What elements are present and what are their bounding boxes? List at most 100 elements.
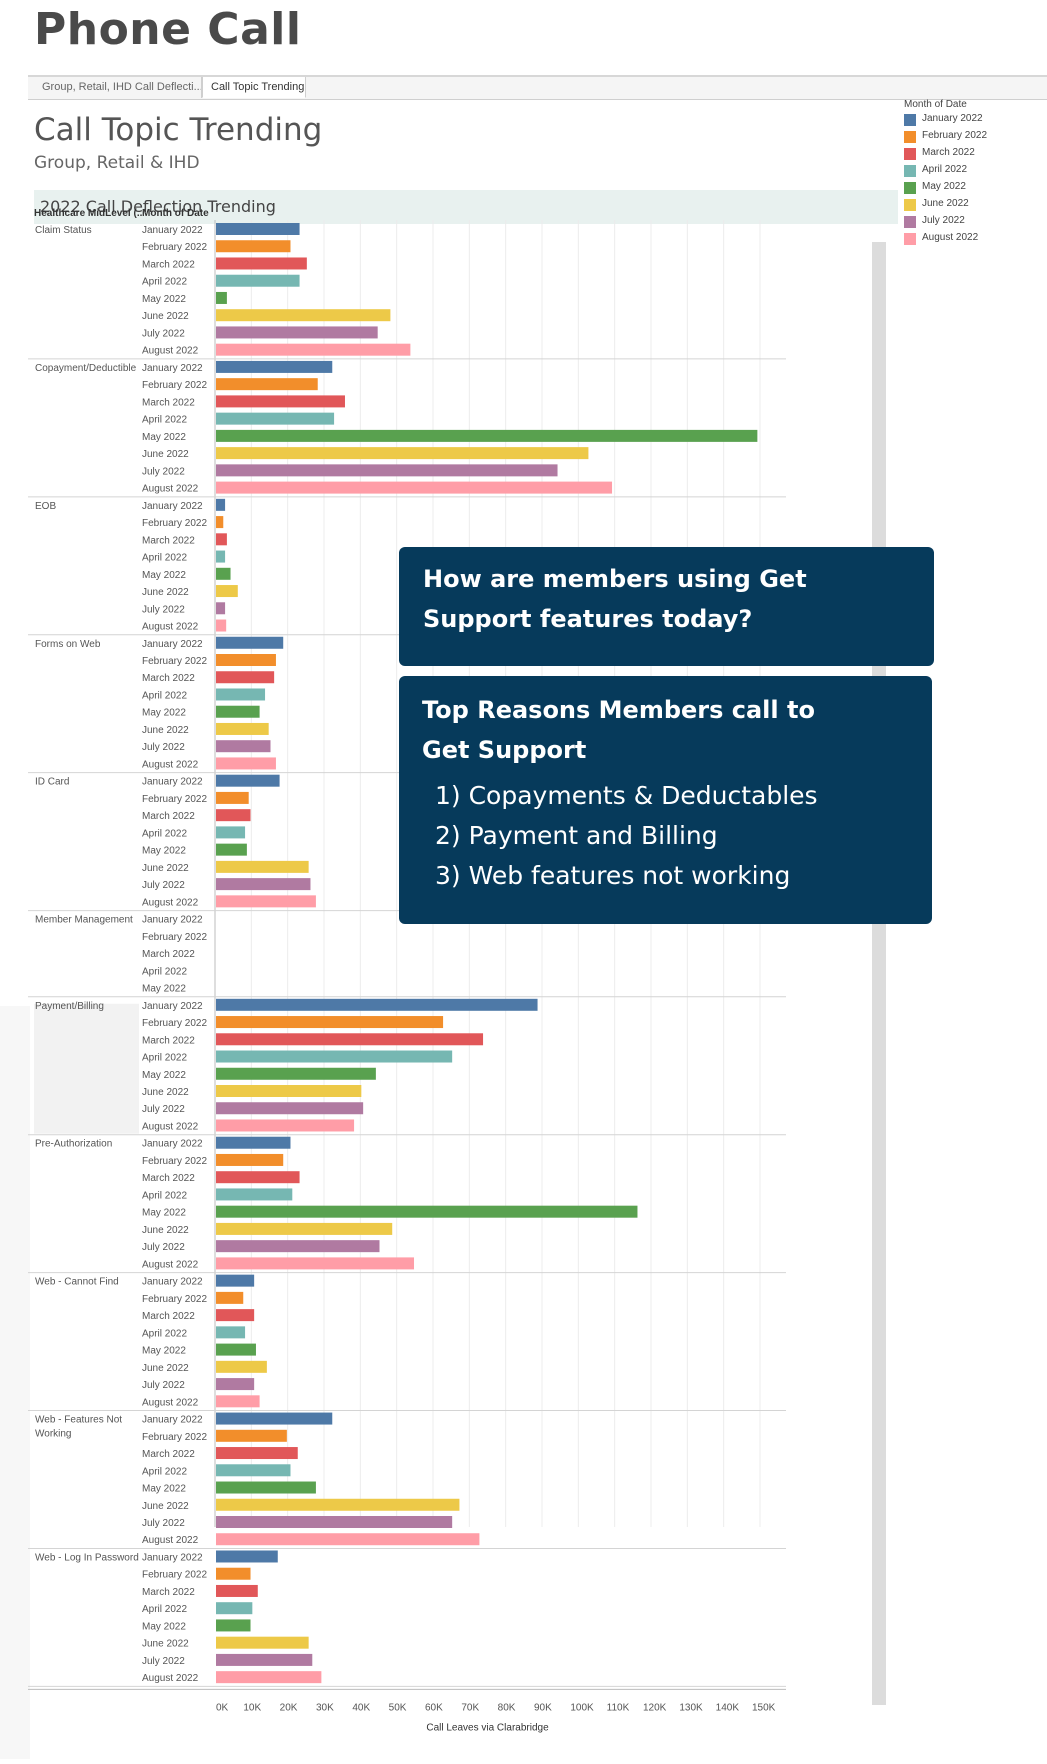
bar [216, 1412, 333, 1425]
month-label: January 2022 [142, 501, 203, 512]
month-label: May 2022 [142, 1484, 186, 1495]
month-label: June 2022 [142, 311, 189, 322]
bar [216, 447, 589, 460]
month-label: June 2022 [142, 587, 189, 598]
bar [216, 1550, 278, 1563]
bar [216, 1619, 251, 1632]
bar [216, 240, 291, 253]
month-label: April 2022 [142, 828, 187, 839]
x-tick-label: 130K [679, 1702, 703, 1713]
x-tick-label: 140K [716, 1702, 740, 1713]
month-label: January 2022 [142, 1277, 203, 1288]
month-label: May 2022 [142, 984, 186, 995]
bar [216, 602, 226, 615]
dashboard-frame: Group, Retail, IHD Call Deflecti... Call… [28, 75, 1047, 1759]
bar [216, 1429, 287, 1442]
month-label: May 2022 [142, 708, 186, 719]
topic-label: Member Management [35, 915, 133, 926]
bar [216, 1085, 362, 1097]
topic-label: Claim Status [35, 225, 92, 236]
bar [216, 1516, 453, 1528]
tab-call-topic-trending[interactable]: Call Topic Trending [202, 77, 306, 98]
bar-chart: Healthcare MidLevel (.. Month of Date Clai… [28, 75, 888, 1764]
month-label: July 2022 [142, 1104, 185, 1115]
topic-label: Copayment/Deductible [35, 363, 137, 374]
month-label: February 2022 [142, 242, 207, 253]
month-label: January 2022 [142, 1139, 203, 1150]
month-label: January 2022 [142, 1001, 203, 1012]
bar [216, 740, 271, 753]
bar [216, 1360, 267, 1373]
vertical-scrollbar-lower[interactable] [872, 1105, 886, 1705]
bar [216, 774, 280, 787]
legend-title: Month of Date [904, 99, 967, 110]
x-tick-label: 20K [280, 1702, 298, 1713]
bar [216, 1498, 460, 1511]
month-label: April 2022 [142, 1190, 187, 1201]
bar [216, 1584, 258, 1597]
x-tick-label: 40K [352, 1702, 370, 1713]
reasons-callout: Top Reasons Members call to Get Support … [399, 676, 932, 924]
bar [216, 1671, 322, 1684]
bar [216, 516, 224, 529]
bar [216, 998, 538, 1011]
bar [216, 1102, 364, 1115]
month-label: August 2022 [142, 622, 199, 633]
month-label: January 2022 [142, 639, 203, 650]
bar [216, 464, 558, 477]
month-label: March 2022 [142, 1311, 195, 1322]
month-label: June 2022 [142, 1501, 189, 1512]
topic-label: Web - Cannot Find [35, 1277, 119, 1288]
bar [216, 291, 227, 304]
bar [216, 1240, 380, 1253]
month-label: July 2022 [142, 1380, 185, 1391]
section-title: 2022 Call Deflection Trending [40, 197, 276, 216]
bar [216, 1395, 260, 1408]
month-label: February 2022 [142, 1570, 207, 1581]
bar [216, 722, 269, 735]
month-label: June 2022 [142, 1363, 189, 1374]
bar [216, 826, 246, 839]
bar [216, 688, 266, 701]
bar [216, 654, 276, 666]
legend-label: March 2022 [922, 147, 975, 158]
month-label: July 2022 [142, 742, 185, 753]
month-label: April 2022 [142, 1053, 187, 1064]
month-label: July 2022 [142, 1242, 185, 1253]
bar [216, 1171, 300, 1184]
month-label: August 2022 [142, 346, 199, 357]
bar [216, 1136, 291, 1149]
month-label: May 2022 [142, 846, 186, 857]
legend-swatch [904, 182, 916, 194]
legend-label: June 2022 [922, 198, 969, 209]
bar [216, 550, 226, 563]
x-tick-label: 60K [425, 1702, 443, 1713]
tab-call-deflection[interactable]: Group, Retail, IHD Call Deflecti... [34, 77, 202, 98]
bar [216, 619, 227, 632]
bar [216, 1464, 291, 1477]
page-side-margin [0, 1006, 30, 1759]
month-label: May 2022 [142, 432, 186, 443]
reason-item: 3) Web features not working [435, 861, 791, 890]
legend-label: July 2022 [922, 215, 965, 226]
topic-label: ID Card [35, 777, 69, 788]
bar [216, 1567, 251, 1580]
month-label: March 2022 [142, 949, 195, 960]
question-callout: How are members using Get Support featur… [399, 547, 934, 666]
month-label: April 2022 [142, 966, 187, 977]
viz-title: Call Topic Trending [34, 112, 323, 148]
bar [216, 1447, 298, 1460]
month-label: August 2022 [142, 484, 199, 495]
bar [216, 1153, 284, 1166]
legend-swatch [904, 216, 916, 228]
bar [216, 791, 249, 804]
bar [216, 1291, 244, 1304]
column-header-topic: Healthcare MidLevel (.. [34, 208, 143, 219]
bar [216, 1309, 255, 1322]
x-tick-label: 80K [498, 1702, 516, 1713]
bar [216, 412, 335, 425]
bar [216, 274, 300, 287]
month-label: August 2022 [142, 897, 199, 908]
month-label: January 2022 [142, 225, 203, 236]
bar [216, 429, 758, 442]
